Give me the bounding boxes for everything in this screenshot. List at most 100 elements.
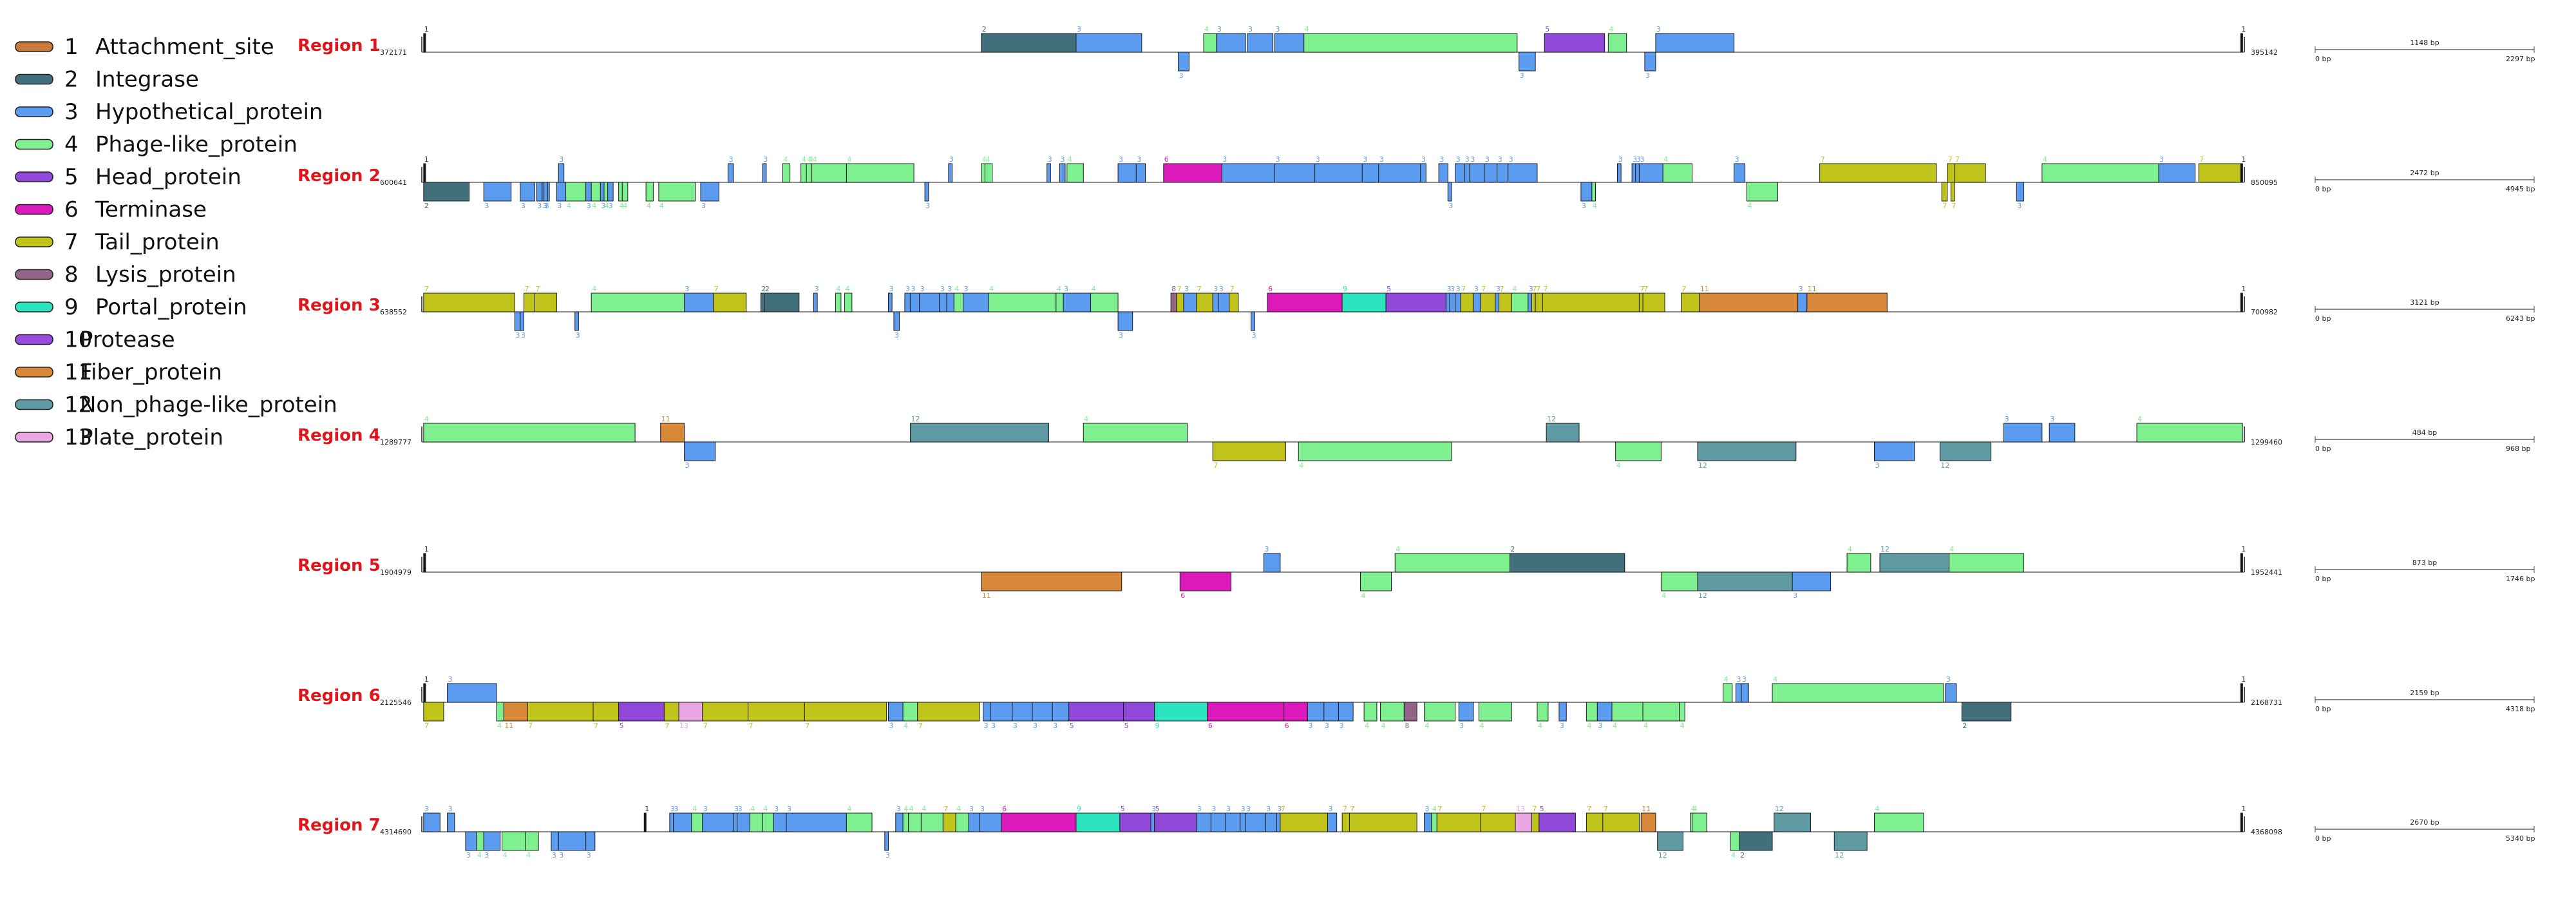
gene-hypothetical_protein: 3 — [585, 831, 596, 859]
gene-number: 13 — [1516, 805, 1525, 813]
gene-block — [1473, 293, 1481, 312]
gene-hypothetical_protein: 3 — [684, 285, 714, 312]
gene-block — [673, 812, 692, 832]
gene-integrase: 2 — [1739, 831, 1773, 859]
gene-block — [1546, 423, 1580, 443]
scale-bar: 2159 bp 0 bp 4318 bp — [2315, 689, 2535, 713]
gene-hypothetical_protein: 3 — [904, 285, 911, 312]
gene-number: 3 — [964, 285, 969, 293]
gene-block — [1730, 831, 1740, 851]
gene-number: 2 — [761, 285, 766, 293]
gene-number: 3 — [1446, 285, 1451, 293]
gene-block — [1212, 293, 1219, 312]
gene-block — [953, 293, 964, 312]
gene-number: 3 — [920, 285, 925, 293]
gene-block — [1274, 163, 1316, 183]
gene-phage-like_protein: 4 — [1642, 702, 1680, 730]
gene-tail_protein: 7 — [1460, 285, 1474, 312]
gene-hypothetical_protein: 3 — [1251, 311, 1256, 340]
gene-number: 3 — [1184, 285, 1189, 293]
gene-block — [1066, 163, 1084, 183]
gene-block — [1950, 182, 1955, 202]
gene-block — [1519, 52, 1536, 72]
gene-block — [1135, 163, 1146, 183]
gene-number: 9 — [1343, 285, 1347, 293]
gene-number: 4 — [1680, 722, 1685, 730]
gene-number: 4 — [526, 851, 531, 859]
gene-block — [1349, 812, 1417, 832]
gene-number: 7 — [1536, 285, 1540, 293]
gene-phage-like_protein: 4 — [1083, 415, 1188, 443]
legend-label: Non_phage-like_protein — [80, 392, 337, 418]
gene-tail_protein: 7 — [1280, 805, 1329, 832]
gene-block — [1657, 831, 1683, 851]
gene-phage-like_protein: 4 — [1478, 702, 1512, 730]
gene-number: 3 — [1213, 285, 1218, 293]
gene-phage-like_protein: 4 — [1090, 285, 1119, 312]
scale-max: 6243 bp — [2506, 314, 2535, 323]
gene-phage-like_protein: 4 — [1679, 702, 1685, 730]
gene-number: 5 — [1121, 805, 1125, 813]
gene-number: 4 — [846, 285, 850, 293]
gene-number: 4 — [847, 805, 851, 813]
gene-number: 4 — [592, 202, 596, 210]
gene-block — [618, 182, 623, 202]
gene-number: 3 — [1033, 722, 1037, 730]
gene-head_protein: 5 — [1154, 805, 1197, 832]
legend-swatch — [15, 334, 53, 345]
gene-number: 4 — [1057, 285, 1061, 293]
gene-hypothetical_protein: 3 — [1196, 805, 1211, 832]
gene-number: 3 — [601, 202, 605, 210]
gene-block — [893, 311, 900, 331]
gene-number: 4 — [1663, 155, 1668, 164]
gene-block — [702, 702, 749, 722]
gene-number: 3 — [787, 805, 791, 813]
gene-integrase: 2 — [423, 182, 470, 210]
gene-number: 4 — [922, 805, 926, 813]
gene-number: 3 — [1656, 25, 1661, 34]
gene-number: 3 — [670, 805, 675, 813]
gene-block — [1510, 553, 1625, 573]
legend-swatch — [15, 302, 53, 312]
gene-hypothetical_protein: 3 — [983, 702, 991, 730]
gene-phage-like_protein: 4 — [749, 805, 763, 832]
gene-block — [1879, 553, 1950, 573]
legend-label: Head_protein — [95, 164, 242, 190]
gene-block — [551, 831, 559, 851]
gene-block — [1797, 293, 1808, 312]
gene-number: 12 — [1547, 415, 1556, 423]
gene-block — [1117, 311, 1133, 331]
gene-number: 3 — [521, 202, 526, 210]
gene-hypothetical_protein: 3 — [574, 311, 580, 340]
gene-phage-like_protein: 4 — [1874, 805, 1924, 832]
gene-number: 1 — [424, 675, 429, 684]
gene-phage-like_protein: 4 — [1846, 545, 1871, 573]
gene-hypothetical_protein: 3 — [1797, 285, 1808, 312]
region-title: Region 7 — [298, 816, 381, 835]
gene-block — [678, 702, 703, 722]
gene-number: 3 — [1064, 285, 1068, 293]
gene-block — [1265, 812, 1277, 832]
gene-number: 7 — [1951, 202, 1956, 210]
gene-block — [536, 182, 543, 202]
gene-number: 3 — [1061, 155, 1065, 164]
gene-block — [2041, 163, 2159, 183]
gene-hypothetical_protein: 3 — [1032, 702, 1053, 730]
gene-hypothetical_protein: 3 — [1580, 182, 1593, 210]
scale-min: 0 bp — [2315, 834, 2331, 843]
scale-label: 3121 bp — [2410, 298, 2439, 307]
gene-block — [1341, 293, 1387, 312]
gene-block — [1772, 683, 1944, 703]
gene-number: 3 — [557, 202, 562, 210]
gene-block — [942, 812, 956, 832]
gene-number: 12 — [1698, 591, 1707, 600]
gene-non_phage-like_protein: 12 — [1697, 571, 1793, 600]
gene-number: 3 — [1339, 722, 1343, 730]
gene-number: 3 — [1325, 722, 1329, 730]
gene-block — [483, 831, 501, 851]
gene-number: 4 — [1616, 461, 1621, 470]
gene-number: 2 — [982, 25, 987, 34]
